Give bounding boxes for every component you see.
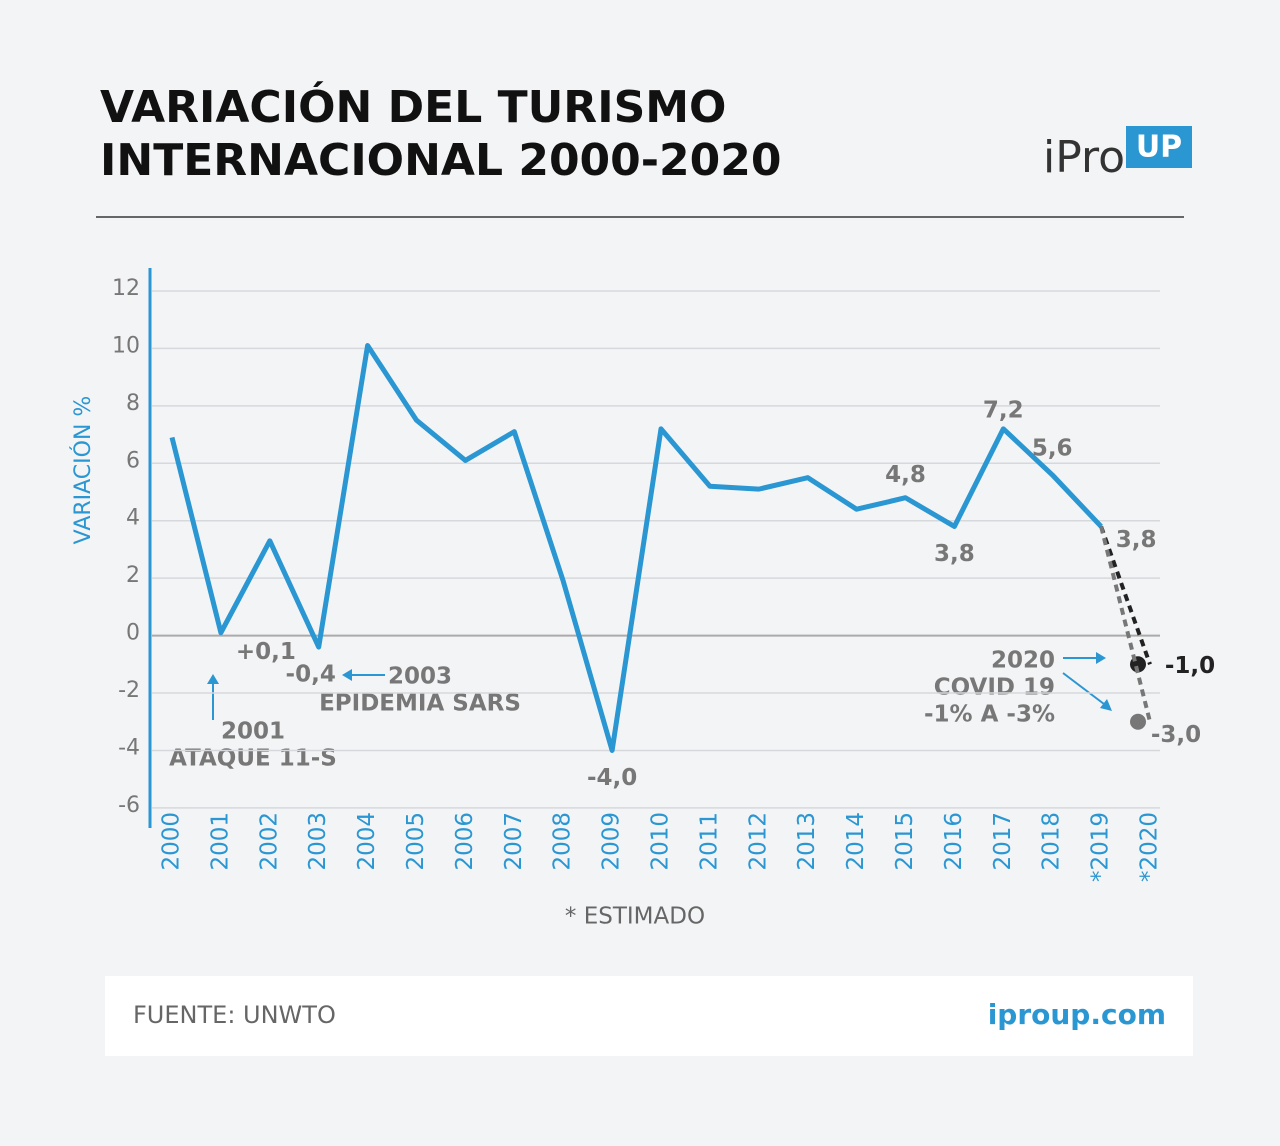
y-tick-label: 2	[126, 563, 140, 588]
footer	[105, 976, 1193, 1056]
x-tick-label: 2018	[1039, 812, 1065, 871]
logo: iPro	[1043, 132, 1125, 183]
x-tick-label: 2010	[648, 812, 674, 871]
x-tick-label: 2003	[305, 812, 331, 871]
chart-title: INTERNACIONAL 2000-2020	[100, 135, 782, 186]
annotation: EPIDEMIA SARS	[319, 691, 521, 717]
x-tick-label: 2007	[501, 812, 527, 871]
value-label: 4,8	[885, 462, 926, 488]
value-label: -0,4	[286, 662, 336, 688]
arrow	[342, 669, 352, 681]
y-tick-label: 8	[126, 391, 140, 416]
x-tick-label: 2017	[990, 812, 1016, 871]
x-tick-label: 2000	[159, 812, 185, 871]
point	[1130, 713, 1146, 730]
x-tick-label: 2016	[941, 812, 967, 871]
annotation: ATAQUE 11-S	[169, 746, 337, 772]
value-label: -1,0	[1165, 653, 1215, 679]
x-tick-label: 2008	[550, 812, 576, 871]
value-label: +0,1	[236, 639, 296, 665]
x-tick-label: 2006	[452, 812, 478, 871]
y-tick-label: 10	[112, 333, 140, 358]
annotation: 2003	[388, 664, 452, 690]
chart-title: VARIACIÓN DEL TURISMO	[100, 80, 726, 133]
y-tick-label: -4	[118, 735, 140, 760]
x-tick-label: 2015	[892, 812, 918, 871]
logo-box	[1126, 126, 1192, 168]
value-label: 3,8	[1116, 527, 1157, 553]
value-label: -3,0	[1151, 722, 1201, 748]
y-axis-label: VARIACIÓN %	[70, 396, 96, 545]
y-tick-label: 4	[126, 506, 140, 531]
value-label: 5,6	[1032, 435, 1073, 461]
y-tick-label: 12	[112, 276, 140, 301]
y-tick-label: -2	[118, 678, 140, 703]
x-tick-label: 2012	[745, 812, 771, 871]
line	[169, 343, 1103, 753]
site: iproup.com	[988, 998, 1166, 1031]
x-tick-label: 2013	[794, 812, 820, 871]
annotation: 2001	[221, 719, 285, 745]
value-label: 3,8	[934, 541, 975, 567]
annotation: 2020	[991, 648, 1055, 674]
estimate-line	[1099, 525, 1152, 665]
x-tick-label: 2014	[843, 812, 869, 871]
arrow	[1062, 672, 1105, 705]
logo: UP	[1136, 130, 1182, 165]
footnote: * ESTIMADO	[565, 904, 705, 930]
value-label: 7,2	[983, 397, 1024, 423]
arrow	[207, 674, 219, 684]
arrow	[1100, 699, 1112, 711]
annotation: COVID 19	[934, 675, 1055, 701]
x-tick-label: 2001	[207, 812, 233, 871]
x-tick-label: 2004	[354, 812, 380, 871]
x-tick-label: 2002	[256, 812, 282, 871]
y-tick-label: 0	[126, 621, 140, 646]
x-tick-label: *2019	[1088, 812, 1114, 882]
y-tick-label: -6	[118, 793, 140, 818]
y-tick-label: 6	[126, 448, 140, 473]
x-tick-label: 2005	[403, 812, 429, 871]
annotation: -1% A -3%	[924, 702, 1055, 728]
x-tick-label: *2020	[1137, 812, 1163, 882]
value-label: -4,0	[587, 765, 637, 791]
arrow	[1096, 652, 1106, 664]
source: FUENTE: UNWTO	[133, 1001, 336, 1029]
estimate-line	[1099, 525, 1152, 723]
x-tick-label: 2009	[599, 812, 625, 871]
x-tick-label: 2011	[696, 812, 722, 871]
